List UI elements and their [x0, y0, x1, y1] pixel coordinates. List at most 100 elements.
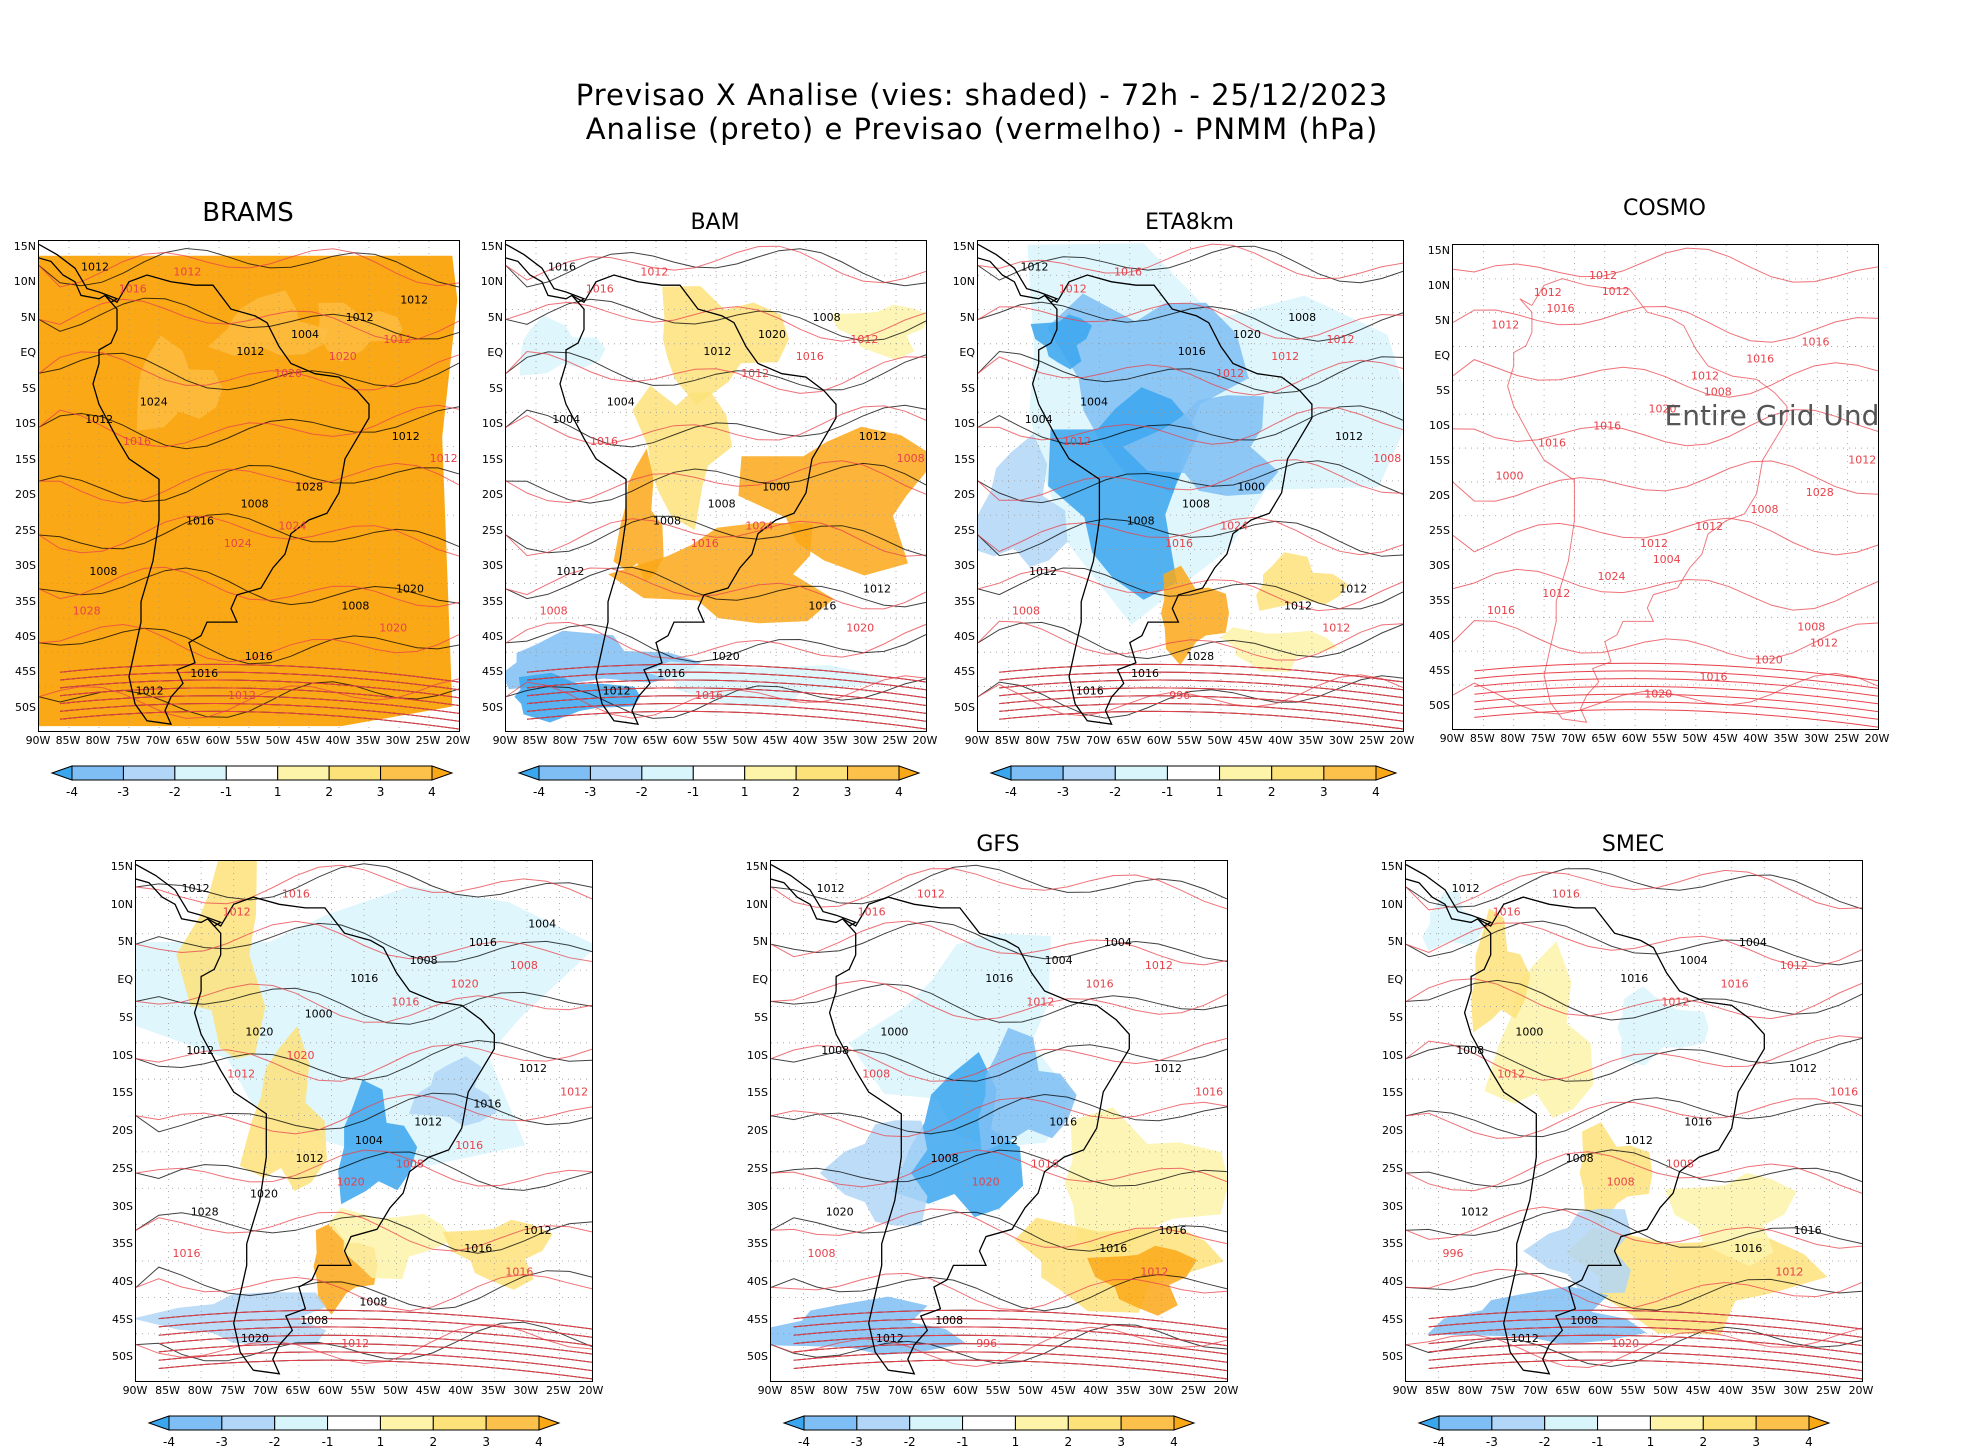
colorbar-segment: [328, 765, 382, 781]
coastline-south-america: [92, 274, 370, 726]
isobar-line: [39, 623, 459, 663]
contour-label: 1016: [586, 283, 614, 296]
lon-tick-label: 85W: [1469, 732, 1495, 745]
contour-label: 1008: [821, 1044, 849, 1057]
isobar-line: [771, 920, 1227, 962]
contour-label: 1016: [1538, 436, 1566, 449]
colorbar-segment: [221, 1415, 276, 1431]
lat-tick-label: 40S: [747, 1275, 768, 1288]
contour-label: 1008: [1127, 515, 1155, 528]
bias-shading-patch: [408, 1056, 497, 1127]
isobar-line: [39, 515, 459, 557]
colorbar-arrow-low: [147, 1415, 170, 1431]
contour-label: 1020: [972, 1176, 1000, 1189]
contour-label: 1004: [1104, 936, 1132, 949]
isobar-line: [39, 404, 459, 448]
contour-label: 1016: [1086, 977, 1114, 990]
bias-shading-patch: [1161, 565, 1229, 666]
contour-label: 1016: [1076, 684, 1104, 697]
bias-shading-patch: [1030, 314, 1092, 370]
lat-tick-label: 30S: [954, 559, 975, 573]
colorbar-segment: [1323, 765, 1377, 781]
lat-tick-label: 35S: [1382, 1237, 1403, 1251]
coastline-central-america: [136, 864, 223, 927]
colorbar-tick-label: 2: [792, 785, 800, 799]
lat-tick-label: 45S: [15, 665, 36, 679]
contour-label: 1016: [985, 972, 1013, 985]
colorbar-segment: [1219, 765, 1273, 781]
coastline-south-america: [559, 274, 837, 726]
lon-tick-label: 75W: [115, 734, 141, 747]
contour-label: 1008: [1751, 503, 1779, 516]
colorbar-tick-label: -4: [1433, 1435, 1445, 1449]
contour-label: 1012: [1497, 1067, 1525, 1080]
lon-tick-label: 70W: [612, 734, 638, 747]
lat-tick-label: 45S: [1429, 664, 1450, 677]
bias-shading-patch: [338, 1079, 418, 1205]
contour-label: 1016: [464, 1242, 492, 1255]
isobar-line-south: [1474, 670, 1878, 689]
isobar-line-south: [793, 1326, 1227, 1347]
colorbar-arrow-high: [898, 765, 921, 781]
contour-label: 1012: [228, 689, 256, 702]
lat-tick-label: 5N: [1387, 935, 1403, 949]
contour-label: 1008: [396, 1157, 424, 1170]
lat-tick-label: 10S: [112, 1048, 133, 1062]
contour-label: 1024: [1220, 520, 1248, 533]
contour-label: 1008: [359, 1296, 387, 1309]
lat-tick-label: 40S: [954, 630, 975, 643]
contour-label: 1012: [1780, 959, 1808, 972]
lon-tick-label: 80W: [552, 734, 578, 747]
colorbar: -4 -3 -2 -1 1 2 3 4: [50, 765, 454, 800]
isobar-line-south: [1428, 1309, 1862, 1330]
contour-label: 1012: [392, 430, 420, 443]
lat-tick-label: 20S: [747, 1124, 768, 1138]
isobar-line-south: [158, 1343, 592, 1363]
lon-tick-label: 90W: [492, 734, 518, 747]
contour-label: 1016: [1487, 604, 1515, 617]
isobar-line: [771, 1093, 1227, 1135]
lon-tick-label: 55W: [985, 1384, 1011, 1397]
lat-tick-label: 15N: [13, 240, 36, 253]
colorbar: -4 -3 -2 -1 1 2 3 4: [517, 765, 921, 800]
isobar-line: [1406, 1098, 1862, 1139]
isobar-line: [506, 678, 926, 719]
colorbar-segment: [1067, 1415, 1122, 1431]
lon-tick-label: 70W: [252, 1384, 278, 1397]
map-canvas: 1012 1016 1012 1008 1016 1012 1004 1008 1012 1016…: [771, 861, 1227, 1381]
colorbar-tick-label: 1: [274, 785, 282, 799]
lon-tick-label: 55W: [235, 734, 261, 747]
bias-shading-patch: [1064, 1107, 1227, 1266]
lon-tick-label: 90W: [25, 734, 51, 747]
isobar-line-south: [999, 710, 1403, 730]
lat-tick-label: 35S: [15, 594, 36, 608]
contour-label: 1012: [1511, 1332, 1539, 1345]
lon-tick-label: 40W: [448, 1384, 474, 1397]
isobar-line-south: [793, 1359, 1227, 1380]
contour-label: 1020: [846, 622, 874, 635]
contour-label: 1016: [1593, 419, 1621, 432]
bias-shading-patch: [1471, 908, 1531, 1033]
colorbar-tick-label: -1: [1161, 785, 1173, 799]
lon-tick-label: 65W: [642, 734, 668, 747]
contour-label: 1016: [858, 906, 886, 919]
lat-tick-label: 30S: [15, 559, 36, 573]
lon-tick-label: 85W: [790, 1384, 815, 1397]
undefined-grid-message: Entire Grid Und: [1664, 398, 1880, 432]
isobar-line: [506, 515, 926, 557]
lon-tick-label: 70W: [1522, 1384, 1548, 1397]
lat-tick-label: 20S: [1429, 489, 1450, 502]
isobar-line-south: [999, 679, 1403, 699]
contour-label: 1012: [1021, 260, 1049, 273]
colorbar-tick-label: -1: [220, 785, 232, 799]
isobar-line: [506, 350, 926, 394]
isobar-line: [506, 675, 926, 719]
bias-shading-patch: [519, 315, 606, 376]
colorbar-segment: [380, 765, 433, 781]
lat-tick-label: 50S: [1429, 699, 1450, 712]
lon-tick-label: 20W: [1389, 734, 1415, 747]
isobar-line-south: [158, 1351, 592, 1372]
isobar-line-south: [1428, 1318, 1862, 1338]
contour-label: 1012: [1026, 996, 1054, 1009]
lon-tick-label: 35W: [822, 734, 848, 747]
